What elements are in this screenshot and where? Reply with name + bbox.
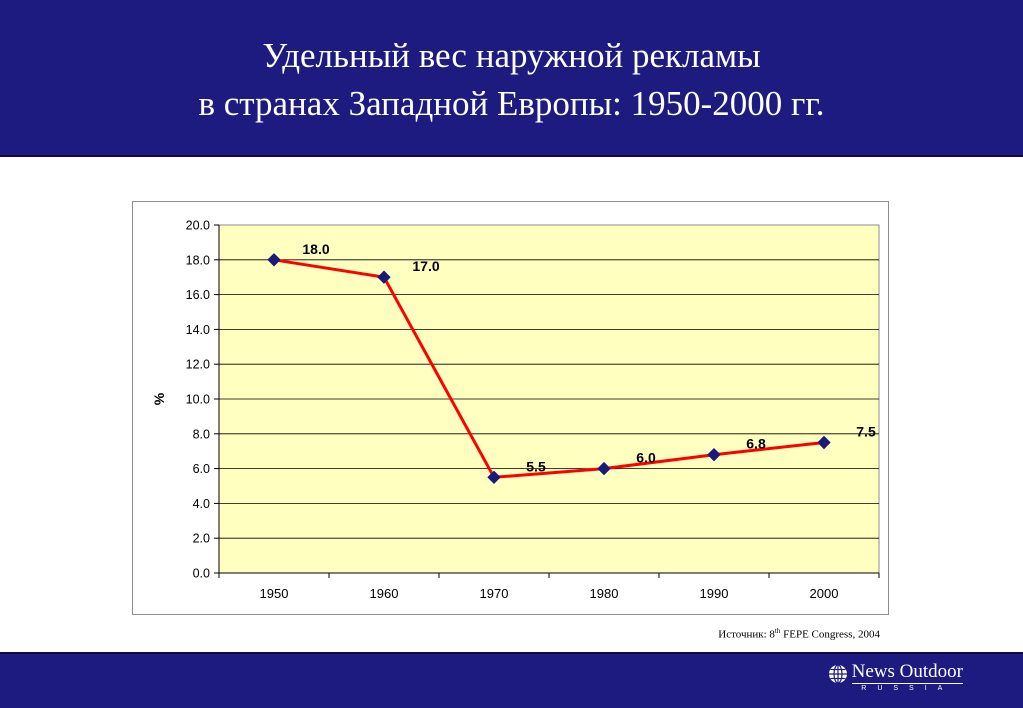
data-label: 5.5 bbox=[526, 458, 546, 474]
source-superscript: th bbox=[774, 627, 781, 635]
data-point bbox=[487, 470, 501, 485]
data-point bbox=[817, 435, 831, 450]
y-tick-label: 16.0 bbox=[186, 288, 210, 302]
data-point bbox=[267, 253, 281, 267]
y-axis-label: % bbox=[151, 392, 167, 405]
line-chart: 0.0 2.0 4.0 6.0 8.0 10.0 12.0 14.0 16.0 18.0 20.0 1… bbox=[151, 219, 880, 601]
x-tick-label: 1970 bbox=[480, 586, 509, 601]
data-point bbox=[377, 270, 391, 284]
y-tick-label: 18.0 bbox=[186, 253, 210, 267]
logo-subtitle: RUSSIA bbox=[861, 685, 954, 692]
x-tick-label: 1950 bbox=[260, 586, 289, 601]
footer-banner: News Outdoor RUSSIA bbox=[0, 652, 1023, 708]
y-tick-label: 8.0 bbox=[193, 427, 210, 441]
data-point bbox=[707, 447, 721, 462]
x-tick-label: 1980 bbox=[590, 586, 619, 601]
x-tick-label: 1960 bbox=[370, 586, 399, 601]
y-tick-label: 14.0 bbox=[186, 323, 210, 337]
globe-icon bbox=[828, 664, 847, 684]
data-label: 7.5 bbox=[856, 424, 876, 440]
y-tick-label: 2.0 bbox=[193, 532, 210, 546]
y-tick-label: 0.0 bbox=[193, 567, 210, 581]
data-point bbox=[597, 461, 611, 476]
source-prefix: Источник: 8 bbox=[718, 628, 775, 641]
title-line-1: Удельный вес наружной рекламы bbox=[262, 36, 761, 75]
page-title: Удельный вес наружной рекламы в странах … bbox=[0, 32, 1023, 128]
series-line bbox=[273, 258, 825, 479]
data-label: 6.8 bbox=[746, 436, 766, 452]
data-label: 6.0 bbox=[636, 450, 656, 466]
x-tick-label: 2000 bbox=[810, 586, 839, 601]
source-suffix: FEPE Congress, 2004 bbox=[780, 628, 880, 641]
y-tick-label: 4.0 bbox=[193, 497, 210, 511]
data-label: 17.0 bbox=[412, 258, 439, 274]
logo-name: News Outdoor bbox=[851, 661, 963, 684]
y-tick-label: 20.0 bbox=[186, 219, 210, 233]
data-label: 18.0 bbox=[302, 241, 329, 257]
chart-frame: 0.0 2.0 4.0 6.0 8.0 10.0 12.0 14.0 16.0 18.0 20.0 1… bbox=[132, 201, 889, 615]
x-tick-label: 1990 bbox=[700, 586, 729, 601]
header-banner: Удельный вес наружной рекламы в странах … bbox=[0, 0, 1023, 157]
title-line-2: в странах Западной Европы: 1950-2000 гг. bbox=[198, 84, 825, 123]
y-tick-label: 6.0 bbox=[193, 462, 210, 476]
y-tick-label: 12.0 bbox=[186, 358, 210, 372]
news-outdoor-logo: News Outdoor RUSSIA bbox=[828, 662, 963, 694]
source-note: Источник: 8th FEPE Congress, 2004 bbox=[718, 627, 880, 641]
y-tick-label: 10.0 bbox=[186, 393, 210, 407]
